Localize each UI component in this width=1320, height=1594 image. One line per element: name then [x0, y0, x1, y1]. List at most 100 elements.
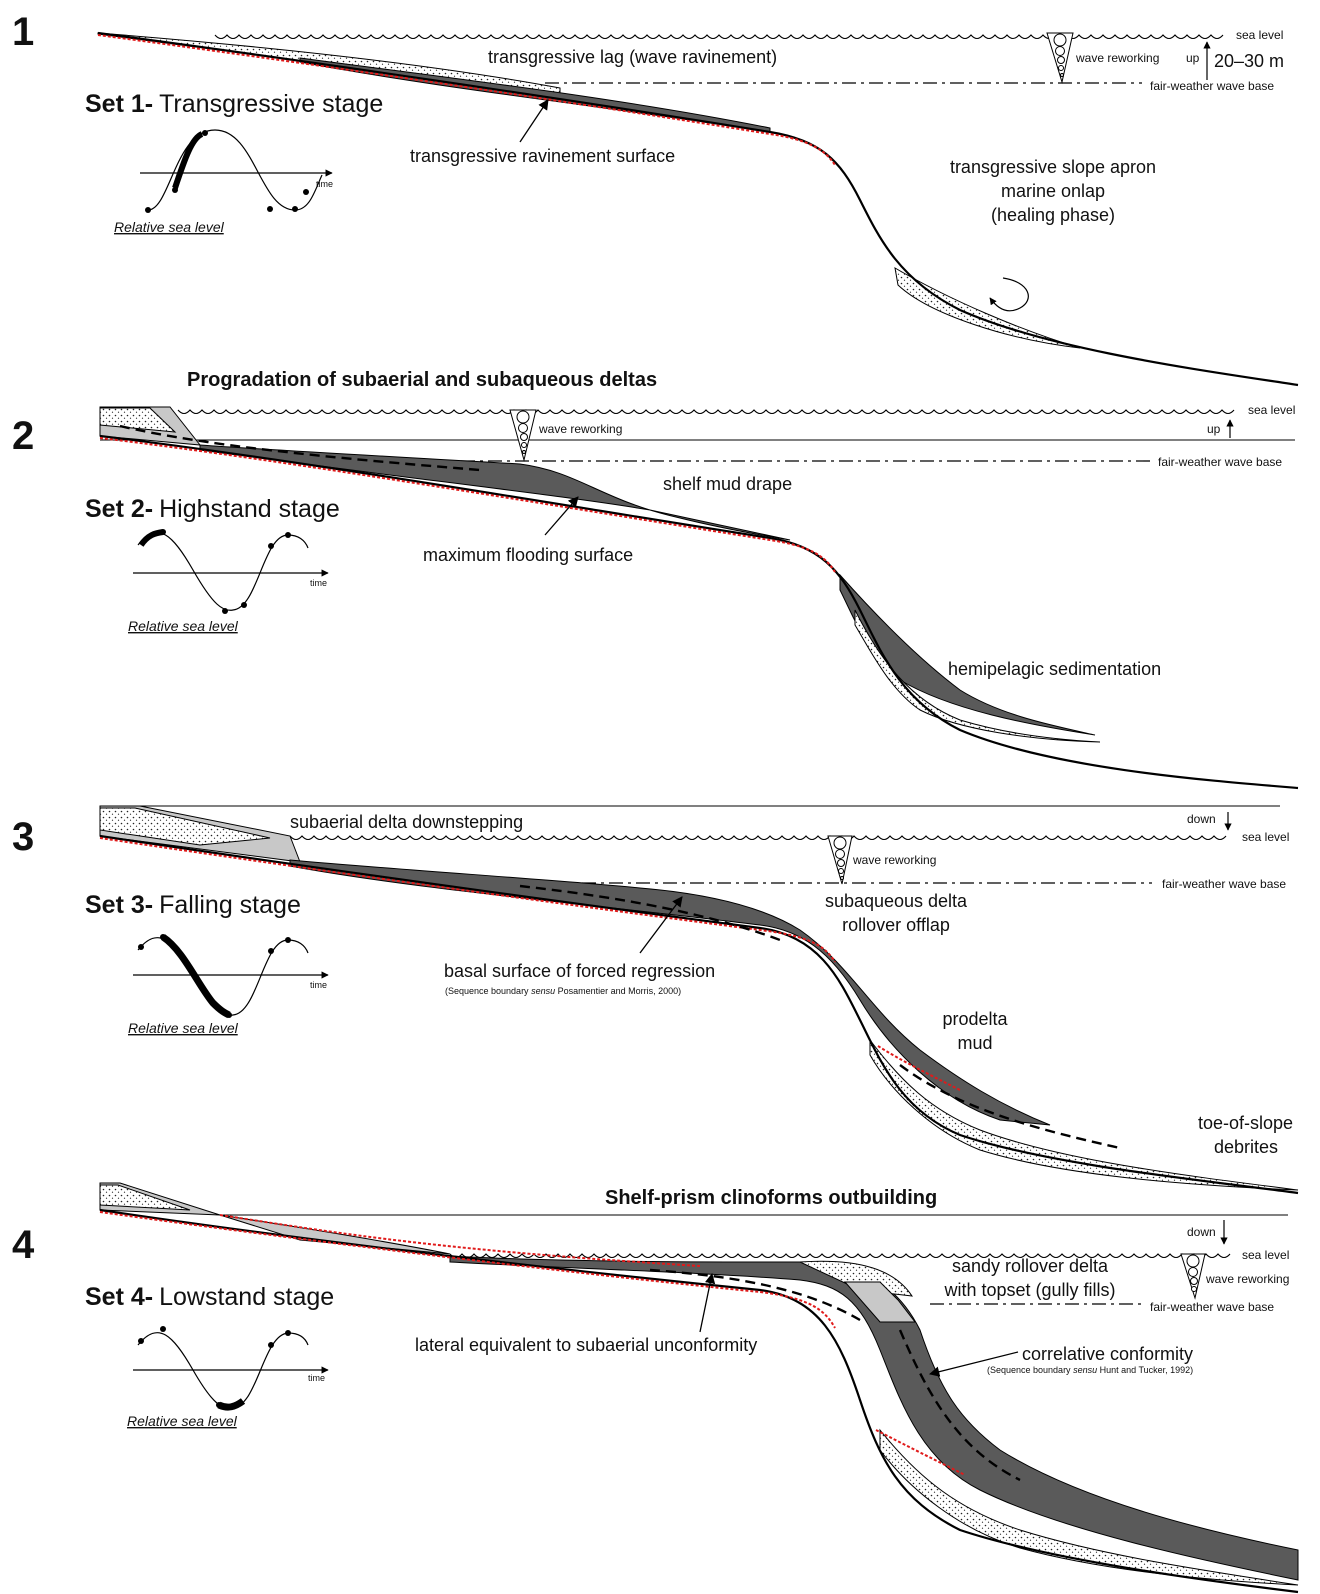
wave-reworking-label: wave reworking [852, 853, 936, 867]
apron-label-line-2: marine onlap [1001, 181, 1105, 201]
sea-level-line [449, 1253, 1231, 1259]
set-prefix: Set 1- [85, 90, 153, 118]
shelf-mud-drape-deposit [199, 444, 791, 541]
bsfr-label: basal surface of forced regression [444, 961, 715, 981]
toe-of-slope-sand-deposit [879, 1428, 1299, 1586]
slope-dashed-line [898, 1329, 1021, 1482]
set-title: Set 2- Highstand stage [85, 495, 340, 523]
sea-level-line [177, 409, 1235, 415]
set-prefix: Set 2- [85, 495, 153, 523]
wave-reworking-icon [509, 409, 537, 462]
offlap-label-line-1: subaqueous delta [825, 891, 968, 911]
slope-dashed-line [899, 1064, 1121, 1150]
ravinement-label: transgressive ravinement surface [410, 146, 675, 166]
prodelta-label-line-2: mud [957, 1033, 992, 1053]
bsfr-arrow-icon [639, 896, 683, 954]
ref-text: (Sequence boundary [987, 1365, 1073, 1375]
ref-text: (Sequence boundary [445, 986, 531, 996]
sea-level-label: sea level [1242, 830, 1289, 844]
slope-sand-deposit [854, 609, 1101, 743]
wave-reworking-icon [1180, 1253, 1206, 1300]
time-axis-label: time [316, 179, 333, 189]
range-label: 20–30 m [1214, 51, 1284, 71]
graph-caption: Relative sea level [128, 618, 239, 634]
panel-number: 4 [12, 1223, 35, 1267]
cc-arrow-icon [928, 1351, 1019, 1377]
graph-caption: Relative sea level [128, 1020, 239, 1036]
sea-level-curve [133, 1326, 329, 1411]
prodelta-label-line-1: prodelta [942, 1009, 1008, 1029]
panel-4: Shelf-prism clinoforms outbuilding 4 dow… [12, 1182, 1299, 1594]
graph-caption: Relative sea level [114, 219, 225, 235]
shelf-slope-profile [97, 31, 1299, 387]
rollover-label-line-1: sandy rollover delta [952, 1256, 1109, 1276]
set-title: Set 1- Transgressive stage [85, 90, 383, 118]
set-title: Set 3- Falling stage [85, 891, 301, 919]
shelf-topset-deposit [219, 1214, 451, 1255]
onlap-arrow-icon [989, 277, 1029, 312]
time-axis-label: time [310, 980, 327, 990]
curve-highlight [217, 1398, 246, 1411]
apron-label-line-3: (healing phase) [991, 205, 1115, 225]
sea-level-label: sea level [1248, 403, 1295, 417]
rollover-label-line-2: with topset (gully fills) [943, 1280, 1115, 1300]
set-name: Highstand stage [159, 495, 340, 523]
sea-level-curve [133, 934, 329, 1019]
shelf-slope-profile [99, 834, 1299, 1195]
clinoform-dashed-line [519, 884, 781, 942]
ref-text: Hunt and Tucker, 1992) [1097, 1365, 1193, 1375]
bsfr-reference: (Sequence boundary sensu Posamentier and… [445, 986, 681, 996]
ref-text: Posamentier and Morris, 2000) [555, 986, 681, 996]
apron-label-line-1: transgressive slope apron [950, 157, 1156, 177]
up-label: up [1186, 51, 1200, 65]
panel-number: 3 [12, 815, 34, 859]
cc-label: correlative conformity [1022, 1344, 1193, 1364]
curve-line [137, 937, 309, 1016]
shelf-slope-profile [99, 434, 1299, 790]
ref-italic: sensu [531, 986, 555, 996]
curve-line [137, 532, 309, 611]
sea-level-label: sea level [1236, 28, 1283, 42]
clinoform-dashed-line [119, 424, 481, 472]
panel-heading: Progradation of subaerial and subaqueous… [187, 369, 657, 391]
shelf-red-surface-line [219, 1214, 701, 1267]
cc-reference: (Sequence boundary sensu Hunt and Tucker… [987, 1365, 1193, 1375]
set-prefix: Set 3- [85, 891, 153, 919]
gully-fill-deposit [843, 1281, 917, 1323]
time-axis-label: time [308, 1373, 325, 1383]
toe-label-line-2: debrites [1214, 1137, 1278, 1157]
curve-highlight [172, 131, 204, 189]
time-axis-label: time [310, 578, 327, 588]
toe-of-slope-debrite-deposit [869, 1038, 1299, 1191]
sea-level-curve [140, 129, 333, 213]
fair-weather-wave-base-label: fair-weather wave base [1162, 877, 1286, 891]
lateral-label: lateral equivalent to subaerial unconfor… [415, 1335, 757, 1355]
set-prefix: Set 4- [85, 1283, 153, 1311]
sea-level-label: sea level [1242, 1248, 1289, 1262]
panel-heading: Shelf-prism clinoforms outbuilding [605, 1187, 937, 1209]
fair-weather-wave-base-label: fair-weather wave base [1150, 1300, 1274, 1314]
graph-caption: Relative sea level [127, 1413, 238, 1429]
up-label: up [1207, 422, 1221, 436]
panel-3: 3 subaerial delta downstepping down sea … [12, 805, 1299, 1195]
sea-level-curve [133, 529, 329, 614]
mfs-label: maximum flooding surface [423, 545, 633, 565]
panel-1: 1 sea level fair-weather wave base wave … [12, 10, 1299, 387]
ref-italic: sensu [1073, 1365, 1097, 1375]
shelf-slope-profile [99, 1208, 1299, 1594]
delta-sand-deposit [99, 1184, 191, 1211]
ravinement-arrow-icon [519, 99, 549, 143]
basal-surface-forced-regression-line [99, 837, 836, 963]
fair-weather-wave-base-label: fair-weather wave base [1150, 79, 1274, 93]
slope-apron-deposit [894, 267, 1081, 349]
offlap-label-line-2: rollover offlap [842, 915, 950, 935]
wave-reworking-icon [1046, 32, 1074, 84]
mfs-arrow-icon [544, 496, 579, 536]
downstepping-label: subaerial delta downstepping [290, 812, 523, 832]
hemipelagic-label: hemipelagic sedimentation [948, 659, 1161, 679]
ravinement-surface [97, 34, 836, 166]
set-name: Transgressive stage [159, 90, 383, 118]
panel-number: 2 [12, 414, 34, 458]
